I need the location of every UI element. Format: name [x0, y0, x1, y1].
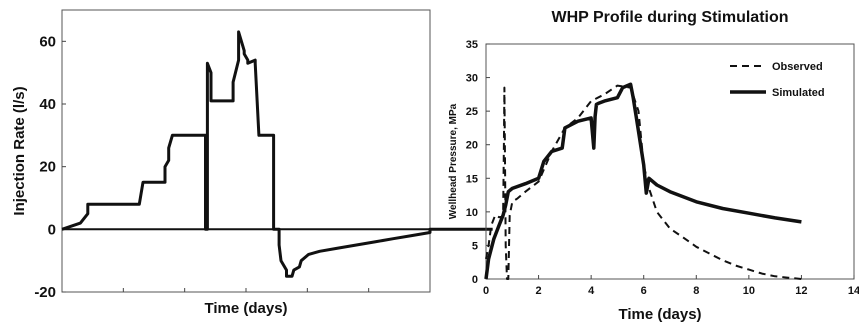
y-tick-label: 5	[472, 240, 478, 252]
y-tick-label: 0	[472, 274, 478, 286]
legend-label-simulated: Simulated	[772, 87, 825, 99]
legend-label-observed: Observed	[772, 61, 823, 73]
series-line-observed	[485, 84, 802, 280]
y-tick-label: 60	[39, 33, 56, 50]
y-tick-label: 25	[466, 106, 478, 118]
y-tick-label: 20	[39, 159, 56, 176]
y-tick-label: 15	[466, 173, 478, 185]
x-tick-label: 2	[536, 285, 542, 297]
x-tick-label: 8	[693, 285, 699, 297]
y-tick-label: 40	[39, 96, 56, 113]
plot-frame	[485, 43, 855, 280]
x-tick-label: 12	[795, 285, 807, 297]
y-tick-label: 20	[466, 140, 478, 152]
chart-title: WHP Profile during Stimulation	[551, 9, 788, 26]
whp-profile-chart: WHP Profile during Stimulation0510152025…	[448, 9, 859, 323]
y-tick-label: 30	[466, 73, 478, 85]
y-axis-label: Injection Rate (l/s)	[11, 86, 28, 215]
y-tick-label: 10	[466, 207, 478, 219]
injection-rate-chart: -20 0 20 40 60 Time (days) Injection Rate (l/s…	[11, 9, 493, 317]
y-tick-label: 0	[48, 221, 56, 238]
y-axis-label: Wellhead Pressure, MPa	[448, 103, 459, 219]
series-line-simulated	[484, 82, 802, 280]
x-tick-label: 4	[588, 285, 595, 297]
plot-frame	[61, 9, 431, 293]
x-tick-label: 10	[743, 285, 755, 297]
x-tick-label: 14	[848, 285, 859, 297]
x-tick-label: 0	[483, 285, 489, 297]
x-tick-label: 6	[641, 285, 647, 297]
y-tick-label: -20	[34, 284, 56, 301]
y-tick-label: 35	[466, 39, 478, 51]
x-axis-label: Time (days)	[204, 300, 287, 317]
x-axis-label: Time (days)	[618, 306, 701, 323]
series-line-injection-rate	[61, 30, 493, 278]
